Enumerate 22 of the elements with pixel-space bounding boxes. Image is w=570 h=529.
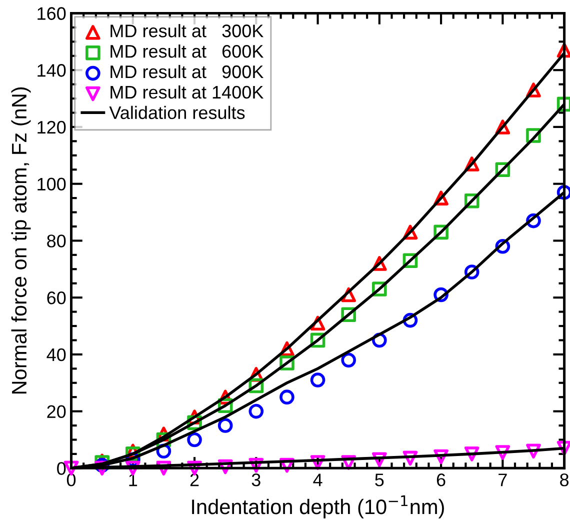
- y-tick-label: 160: [38, 7, 66, 20]
- y-tick-label: 0: [57, 462, 66, 475]
- y-tick-label: 100: [38, 178, 66, 191]
- x-axis-title: Indentation depth (10$^{−1}$nm): [192, 495, 444, 518]
- x-tick-label: 4: [313, 474, 322, 486]
- legend-label: MD result at 300K: [110, 24, 264, 38]
- x-tick-label: 3: [252, 474, 260, 486]
- y-tick-label: 40: [46, 348, 66, 362]
- y-tick-label: 140: [38, 64, 66, 77]
- y-axis-title: Normal force on tip atom, Fz (nN): [11, 87, 31, 394]
- y-tick-label: 60: [47, 291, 66, 304]
- legend-label: MD result at 900K: [110, 64, 264, 78]
- legend-label: MD result at 600K: [110, 44, 264, 58]
- x-tick-label: 6: [436, 474, 446, 486]
- y-tick-label: 120: [38, 120, 66, 134]
- x-tick-label: 5: [375, 474, 384, 486]
- x-tick-label: 8: [560, 474, 569, 486]
- legend-label: Validation results: [109, 106, 245, 120]
- legend-label: MD result at 1400K: [110, 85, 264, 99]
- y-tick-label: 20: [47, 405, 66, 418]
- x-tick-label: 7: [498, 474, 507, 486]
- y-tick-label: 80: [47, 234, 66, 248]
